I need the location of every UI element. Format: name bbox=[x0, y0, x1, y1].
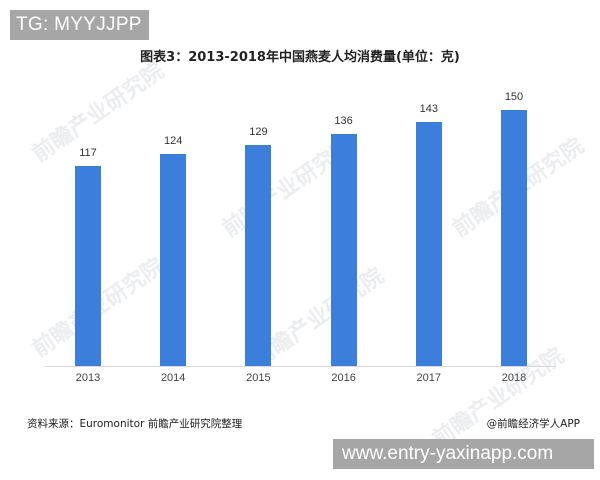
bar-2018 bbox=[501, 110, 527, 366]
url-watermark-badge: www.entry-yaxinapp.com bbox=[333, 439, 594, 469]
bar-value-label: 124 bbox=[164, 135, 183, 147]
chart-plot-area: 前瞻产业研究院 前瞻产业研究院 前瞻产业研究院 前瞻产业研究院 前瞻产业研究院 … bbox=[28, 59, 589, 453]
credit-note: @前瞻经济学人APP bbox=[486, 418, 580, 430]
x-axis-line bbox=[45, 366, 556, 367]
x-tick-label: 2013 bbox=[75, 372, 101, 384]
x-tick-label: 2017 bbox=[416, 372, 442, 384]
x-tick-label: 2016 bbox=[331, 372, 356, 384]
x-tick-label: 2015 bbox=[246, 372, 271, 384]
bar-2017 bbox=[415, 122, 442, 366]
bar-value-label: 143 bbox=[419, 103, 438, 115]
bar-value-label: 136 bbox=[334, 115, 353, 127]
chart-title: 图表3：2013-2018年中国燕麦人均消费量(单位：克) bbox=[140, 50, 460, 65]
watermark-text: 前瞻产业研究院 bbox=[428, 343, 569, 453]
bar-2016 bbox=[330, 134, 357, 366]
bar-value-label: 117 bbox=[79, 147, 97, 159]
source-note: 资料来源：Euromonitor 前瞻产业研究院整理 bbox=[27, 418, 243, 430]
x-tick-label: 2014 bbox=[160, 372, 186, 384]
tg-watermark-badge: TG: MYYJJPP bbox=[10, 10, 149, 40]
bar-2015 bbox=[245, 145, 272, 366]
x-tick-label: 2018 bbox=[501, 372, 527, 384]
bar-value-label: 129 bbox=[249, 126, 268, 138]
bar-2014 bbox=[160, 154, 187, 366]
bar-2013 bbox=[75, 166, 101, 366]
bar-value-label: 150 bbox=[504, 91, 524, 103]
